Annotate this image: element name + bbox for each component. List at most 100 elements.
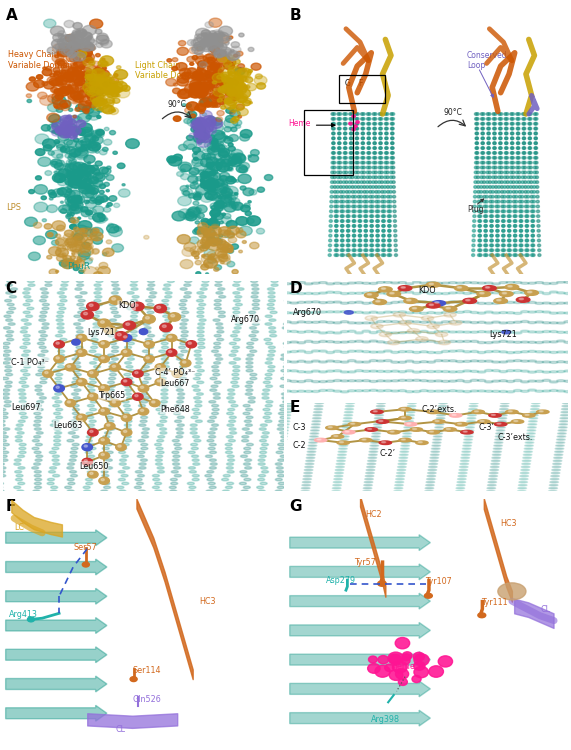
- Ellipse shape: [230, 432, 236, 434]
- Ellipse shape: [388, 244, 391, 247]
- Ellipse shape: [475, 128, 478, 130]
- Ellipse shape: [379, 142, 382, 145]
- Ellipse shape: [498, 176, 501, 178]
- Ellipse shape: [7, 331, 14, 333]
- Ellipse shape: [486, 122, 490, 125]
- Ellipse shape: [5, 299, 11, 302]
- Ellipse shape: [391, 311, 399, 314]
- Ellipse shape: [384, 302, 392, 304]
- Ellipse shape: [488, 176, 492, 178]
- Ellipse shape: [54, 88, 61, 94]
- Ellipse shape: [95, 53, 100, 57]
- Ellipse shape: [212, 118, 222, 125]
- Ellipse shape: [75, 288, 82, 290]
- Ellipse shape: [542, 331, 551, 332]
- Ellipse shape: [209, 400, 216, 403]
- Ellipse shape: [280, 404, 287, 407]
- Ellipse shape: [512, 186, 515, 188]
- Ellipse shape: [484, 234, 487, 237]
- Ellipse shape: [319, 370, 327, 373]
- Ellipse shape: [58, 365, 65, 368]
- Ellipse shape: [427, 321, 435, 323]
- Ellipse shape: [335, 244, 337, 247]
- Ellipse shape: [499, 147, 502, 149]
- Ellipse shape: [412, 391, 421, 392]
- Ellipse shape: [558, 430, 566, 431]
- Ellipse shape: [500, 181, 503, 184]
- Ellipse shape: [236, 87, 246, 94]
- Ellipse shape: [123, 350, 127, 352]
- Ellipse shape: [68, 201, 77, 207]
- Ellipse shape: [107, 381, 115, 383]
- Ellipse shape: [345, 171, 348, 174]
- Ellipse shape: [198, 67, 203, 70]
- Ellipse shape: [67, 170, 79, 178]
- Ellipse shape: [195, 193, 200, 196]
- Ellipse shape: [82, 229, 93, 236]
- Ellipse shape: [521, 196, 524, 198]
- Ellipse shape: [364, 292, 378, 298]
- Ellipse shape: [194, 88, 208, 98]
- Ellipse shape: [377, 196, 380, 198]
- Ellipse shape: [297, 281, 305, 284]
- Ellipse shape: [283, 412, 291, 413]
- Ellipse shape: [347, 234, 350, 237]
- Ellipse shape: [348, 350, 356, 352]
- Ellipse shape: [195, 74, 204, 80]
- Ellipse shape: [362, 302, 371, 304]
- Ellipse shape: [179, 68, 191, 76]
- Ellipse shape: [528, 302, 536, 304]
- Ellipse shape: [390, 171, 393, 174]
- Ellipse shape: [141, 393, 148, 395]
- Ellipse shape: [494, 298, 508, 304]
- Ellipse shape: [60, 100, 71, 108]
- Ellipse shape: [91, 338, 98, 340]
- Ellipse shape: [359, 230, 361, 232]
- Ellipse shape: [210, 119, 223, 128]
- Ellipse shape: [290, 380, 299, 382]
- Ellipse shape: [204, 249, 215, 257]
- Ellipse shape: [77, 284, 84, 286]
- Ellipse shape: [81, 68, 91, 75]
- Ellipse shape: [178, 370, 184, 372]
- Ellipse shape: [78, 416, 82, 418]
- Ellipse shape: [363, 196, 366, 198]
- Ellipse shape: [476, 128, 478, 130]
- Ellipse shape: [67, 176, 81, 185]
- Ellipse shape: [493, 147, 496, 149]
- Ellipse shape: [385, 132, 388, 135]
- Ellipse shape: [82, 129, 92, 136]
- Ellipse shape: [496, 249, 500, 251]
- Text: Heme: Heme: [288, 118, 311, 128]
- Ellipse shape: [86, 244, 92, 250]
- Ellipse shape: [356, 137, 359, 140]
- Ellipse shape: [528, 137, 532, 140]
- Ellipse shape: [279, 420, 286, 422]
- Ellipse shape: [486, 118, 489, 120]
- Ellipse shape: [333, 482, 342, 483]
- Ellipse shape: [53, 33, 65, 42]
- Ellipse shape: [333, 282, 341, 284]
- Ellipse shape: [239, 33, 244, 37]
- Ellipse shape: [528, 122, 531, 125]
- Ellipse shape: [476, 132, 478, 135]
- Ellipse shape: [200, 171, 210, 178]
- Ellipse shape: [511, 152, 514, 154]
- Ellipse shape: [477, 200, 480, 203]
- Ellipse shape: [344, 157, 347, 159]
- Ellipse shape: [265, 322, 272, 326]
- Ellipse shape: [506, 380, 514, 382]
- Ellipse shape: [430, 457, 439, 458]
- Ellipse shape: [205, 190, 218, 200]
- Ellipse shape: [50, 424, 57, 427]
- Ellipse shape: [344, 122, 347, 125]
- Ellipse shape: [481, 157, 484, 159]
- Ellipse shape: [516, 142, 520, 145]
- Ellipse shape: [231, 93, 241, 100]
- Ellipse shape: [494, 445, 502, 446]
- Ellipse shape: [69, 162, 82, 171]
- Ellipse shape: [384, 181, 387, 184]
- Ellipse shape: [157, 380, 160, 382]
- Ellipse shape: [373, 411, 377, 412]
- Ellipse shape: [427, 352, 435, 353]
